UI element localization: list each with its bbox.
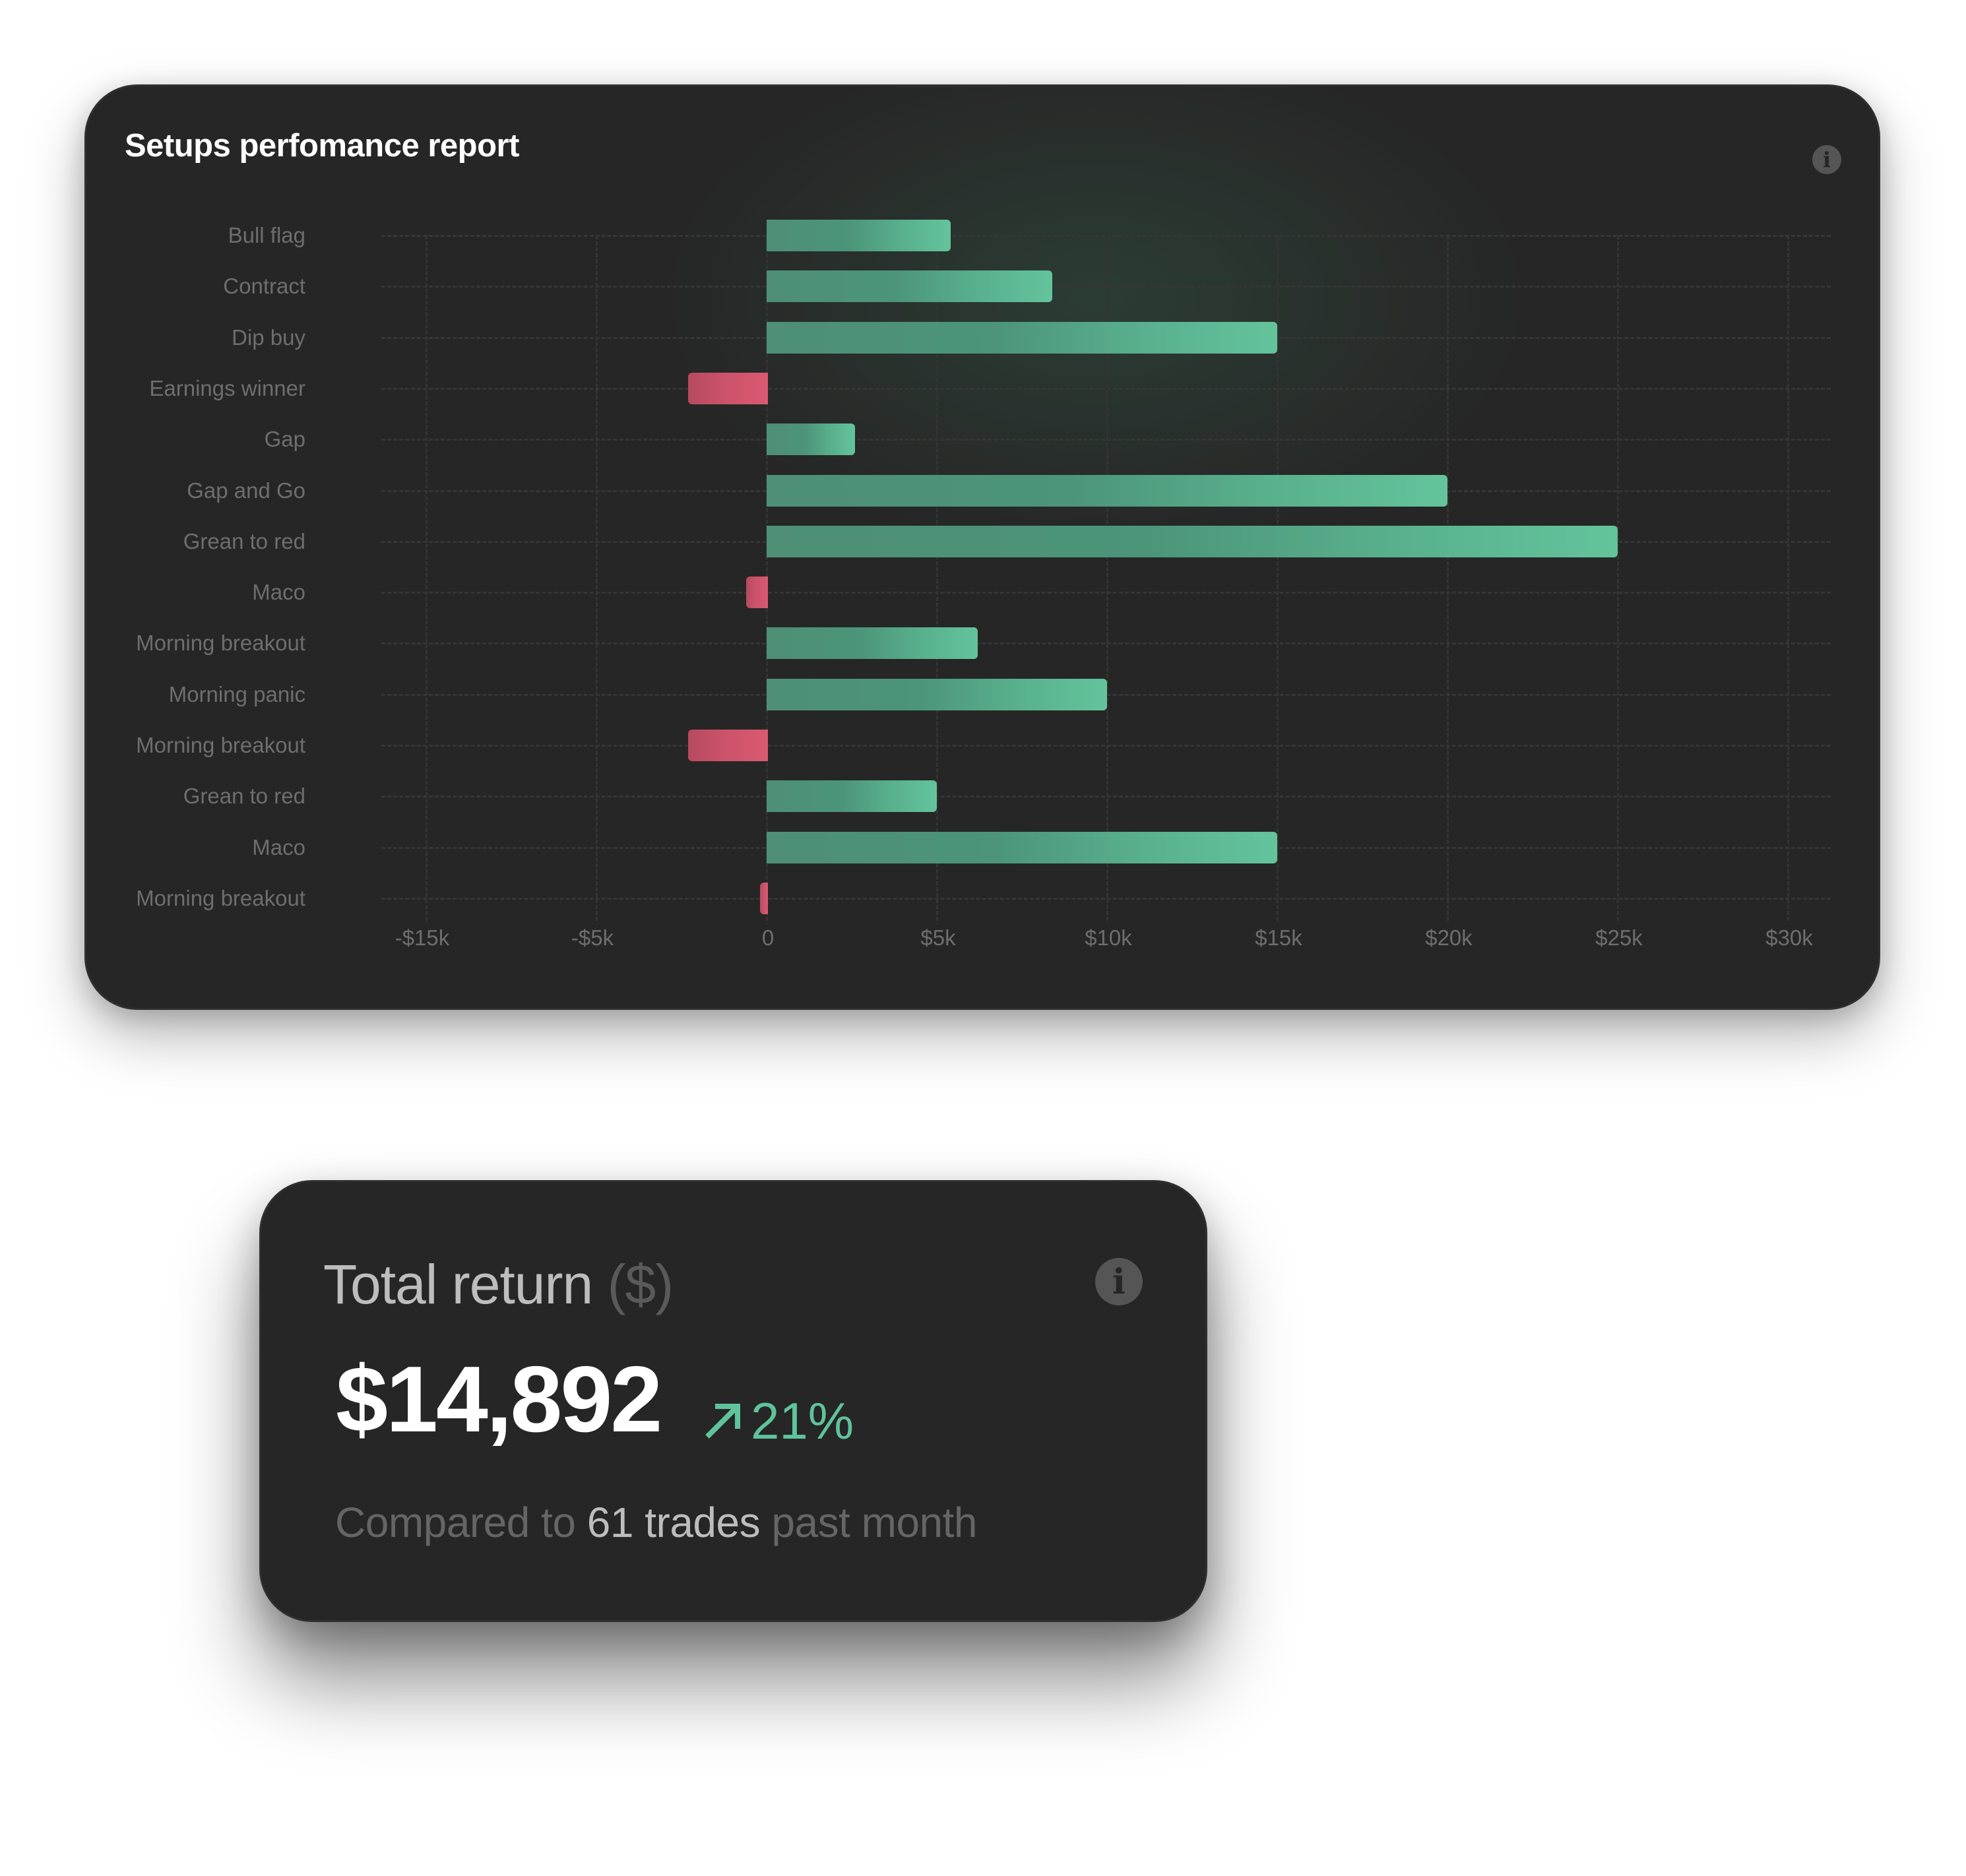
row-label: Morning breakout	[136, 631, 305, 656]
bar-positive[interactable]	[767, 627, 978, 660]
grid-line-vertical	[1447, 235, 1449, 921]
grid-line-horizontal	[381, 796, 1831, 798]
bar-negative[interactable]	[759, 882, 768, 914]
change-percent: 21%	[751, 1392, 854, 1450]
row-label: Bull flag	[228, 223, 305, 247]
grid-line-horizontal	[381, 387, 1831, 390]
row-label: Morning panic	[168, 681, 305, 706]
x-axis-tick-label: $5k	[920, 925, 956, 950]
row-label: Gap	[264, 427, 305, 452]
total-return-value: $14,892	[336, 1347, 662, 1452]
total-return-card: Total return ($) i $14,892 21% Compared …	[259, 1180, 1207, 1622]
trade-count: 61 trades	[587, 1499, 761, 1546]
grid-line-vertical	[1106, 235, 1108, 921]
x-axis-tick-label: $15k	[1255, 925, 1302, 950]
row-label: Dip buy	[232, 325, 305, 350]
grid-line-horizontal	[381, 592, 1831, 594]
bar-negative[interactable]	[746, 577, 768, 609]
compare-prefix: Compared to	[335, 1499, 576, 1546]
info-icon[interactable]: i	[1812, 145, 1841, 174]
row-label: Grean to red	[183, 528, 305, 553]
row-label: Maco	[252, 580, 305, 605]
total-return-title: Total return ($)	[323, 1251, 674, 1317]
change-badge: 21%	[702, 1388, 854, 1454]
grid-line-horizontal	[381, 286, 1831, 288]
info-icon[interactable]: i	[1095, 1258, 1143, 1305]
grid-line-horizontal	[381, 439, 1831, 441]
grid-line-horizontal	[381, 642, 1831, 645]
bar-positive[interactable]	[767, 474, 1447, 507]
bar-positive[interactable]	[767, 270, 1053, 303]
bar-positive[interactable]	[767, 678, 1107, 710]
x-axis-tick-label: $20k	[1425, 925, 1473, 950]
x-axis-tick-label: 0	[761, 925, 775, 950]
bar-positive[interactable]	[767, 220, 951, 251]
arrow-up-right-icon	[702, 1400, 744, 1442]
grid-line-horizontal	[381, 235, 1831, 237]
grid-line-horizontal	[381, 897, 1831, 900]
x-axis-tick-label: -$15k	[395, 925, 450, 950]
bar-negative[interactable]	[688, 372, 768, 404]
x-axis-tick-label: $25k	[1595, 925, 1643, 950]
bar-positive[interactable]	[767, 321, 1277, 354]
row-label: Contract	[223, 274, 305, 299]
setups-performance-card: Setups perfomance report i -$15k -$5k 0 $5k…	[84, 84, 1880, 1010]
x-axis-tick-label: $30k	[1765, 925, 1813, 950]
grid-line-vertical	[1277, 235, 1279, 921]
bar-negative[interactable]	[688, 730, 768, 761]
grid-line-vertical	[1787, 235, 1789, 921]
x-axis-tick-label: $10k	[1085, 925, 1132, 950]
row-label: Morning breakout	[136, 733, 305, 757]
x-axis-tick-label: -$5k	[571, 925, 614, 950]
grid-line-vertical	[426, 235, 428, 921]
row-label: Maco	[252, 834, 305, 860]
row-label: Earnings winner	[149, 375, 305, 400]
row-label: Grean to red	[183, 784, 305, 809]
grid-line-horizontal	[381, 745, 1831, 747]
total-return-title-text: Total return	[323, 1253, 593, 1315]
grid-line-vertical	[596, 235, 598, 921]
bar-positive[interactable]	[767, 780, 937, 813]
bar-positive[interactable]	[767, 423, 856, 456]
comparison-text: Compared to 61 trades past month	[335, 1496, 977, 1549]
bar-positive[interactable]	[767, 831, 1277, 863]
bar-positive[interactable]	[767, 525, 1618, 557]
total-return-unit: ($)	[607, 1253, 674, 1315]
row-label: Morning breakout	[136, 885, 305, 910]
compare-suffix: past month	[771, 1499, 977, 1546]
grid-line-vertical	[1617, 235, 1619, 921]
row-label: Gap and Go	[187, 478, 305, 503]
card-title: Setups perfomance report	[125, 128, 519, 164]
grid-line-vertical	[936, 235, 938, 921]
